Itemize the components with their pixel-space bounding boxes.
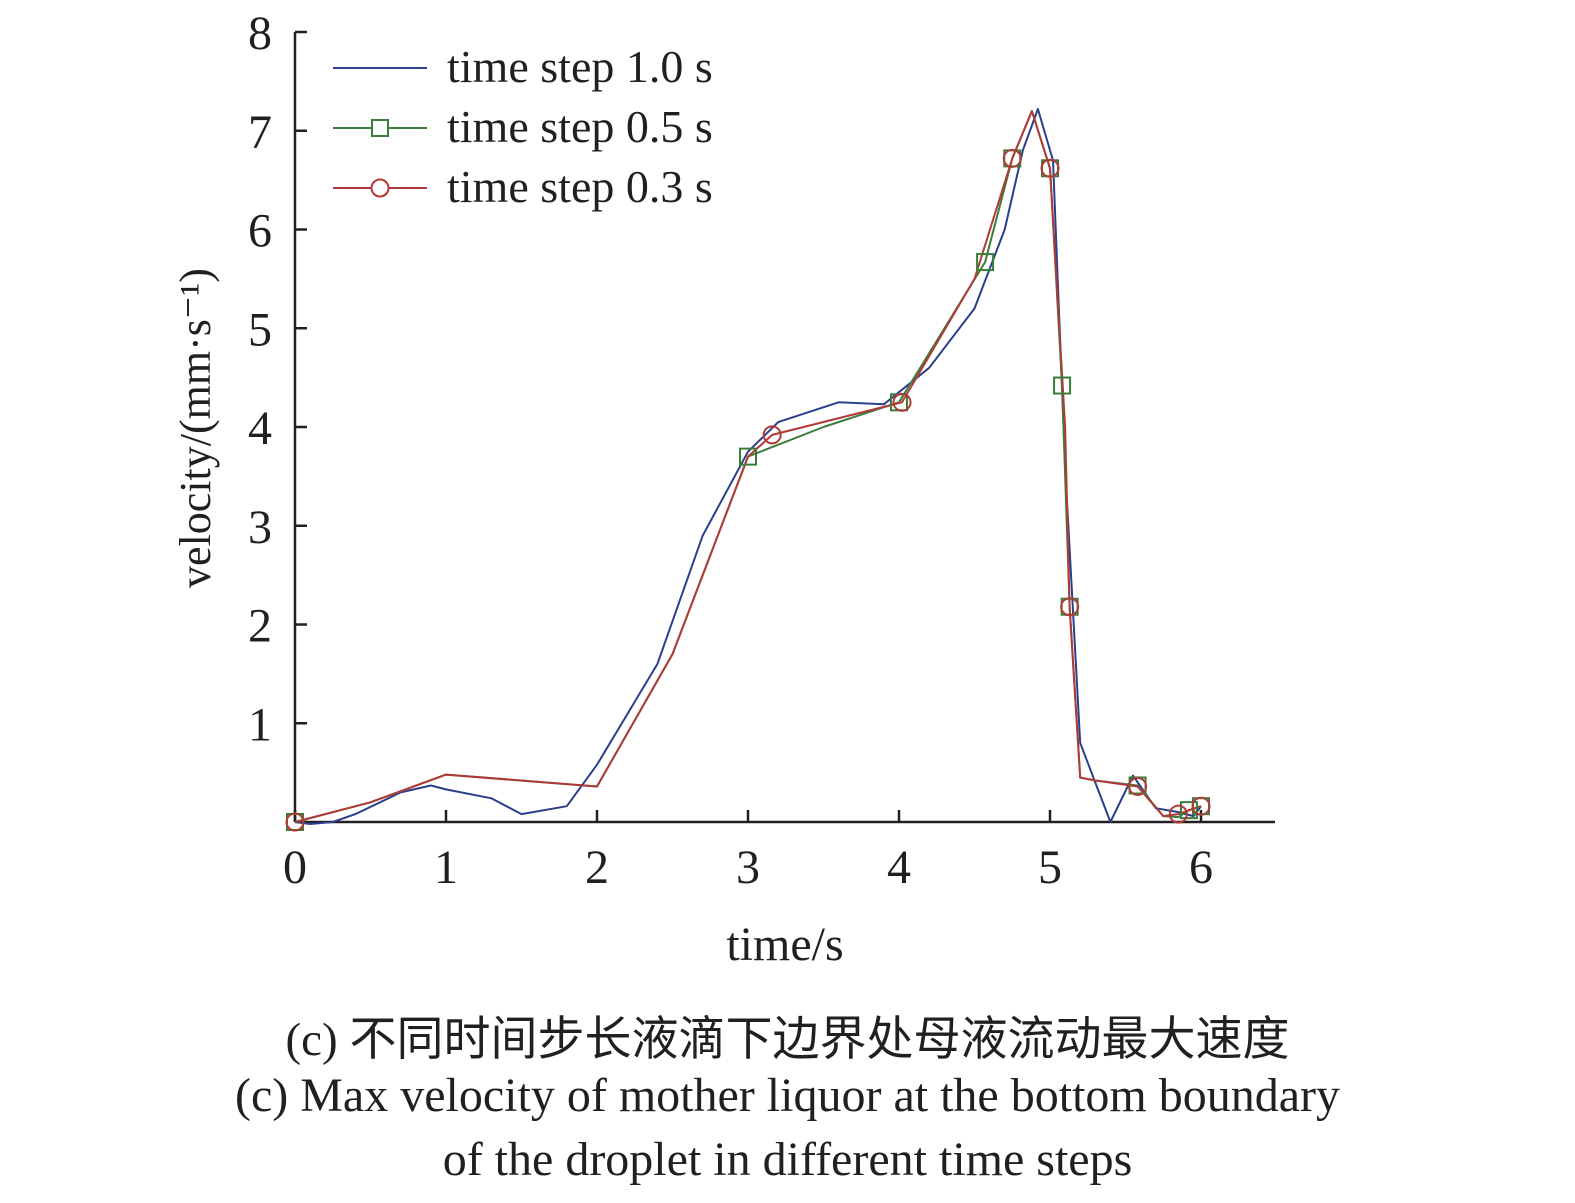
- series-line-1: [294, 108, 1202, 825]
- y-tick-label: 2: [248, 600, 272, 653]
- legend: time step 1.0 s time step 0.5 s time step …: [333, 41, 713, 212]
- square-marker: [976, 253, 995, 272]
- circle-marker: [1002, 148, 1022, 168]
- circle-marker: [892, 392, 912, 412]
- x-tick-label: 5: [1038, 841, 1062, 894]
- y-tick-label: 6: [248, 205, 272, 258]
- x-tick-label: 3: [736, 841, 760, 894]
- y-tick-label: 8: [248, 7, 272, 60]
- x-tick-label: 2: [585, 841, 609, 894]
- y-tick-label: 5: [248, 303, 272, 356]
- y-tick-label: 1: [248, 698, 272, 751]
- x-tick-label: 6: [1189, 841, 1213, 894]
- square-marker: [1053, 376, 1072, 395]
- x-tick-label: 4: [887, 841, 911, 894]
- y-tick-label: 7: [248, 106, 272, 159]
- square-marker: [1179, 801, 1198, 820]
- legend-circle-marker: [370, 178, 390, 198]
- caption-english-line-1: (c) Max velocity of mother liquor at the…: [234, 1069, 1341, 1122]
- circle-marker: [762, 425, 782, 445]
- y-tick-label: 4: [248, 402, 272, 455]
- series-lines: [294, 108, 1202, 825]
- x-axis-label: time/s: [726, 918, 843, 971]
- circle-marker: [1168, 804, 1188, 824]
- x-tick-label: 0: [283, 841, 307, 894]
- circle-marker: [1060, 597, 1080, 617]
- circle-marker: [1128, 776, 1148, 796]
- square-marker: [739, 447, 757, 466]
- circle-marker: [285, 812, 305, 832]
- circle-marker: [1191, 796, 1211, 816]
- caption-chinese: (c) 不同时间步长液滴下边界处母液流动最大速度: [285, 1014, 1290, 1066]
- axes: [293, 32, 1275, 824]
- legend-label-3: time step 0.3 s: [447, 161, 713, 212]
- y-tick-label: 3: [248, 501, 272, 554]
- series-markers: [285, 148, 1211, 832]
- legend-label-2: time step 0.5 s: [447, 101, 713, 152]
- ticks: 0 1 2 3 4 5 6 1 2 3 4 5 6 7 8: [248, 7, 1213, 894]
- caption-english-line-2: of the droplet in different time steps: [442, 1133, 1133, 1186]
- legend-label-1: time step 1.0 s: [447, 41, 713, 92]
- y-axis-label: velocity/(mm·s⁻¹): [171, 268, 220, 588]
- x-tick-label: 1: [434, 841, 458, 894]
- legend-square-marker: [371, 119, 389, 137]
- circle-marker: [1040, 158, 1060, 178]
- series-line-3: [294, 110, 1202, 823]
